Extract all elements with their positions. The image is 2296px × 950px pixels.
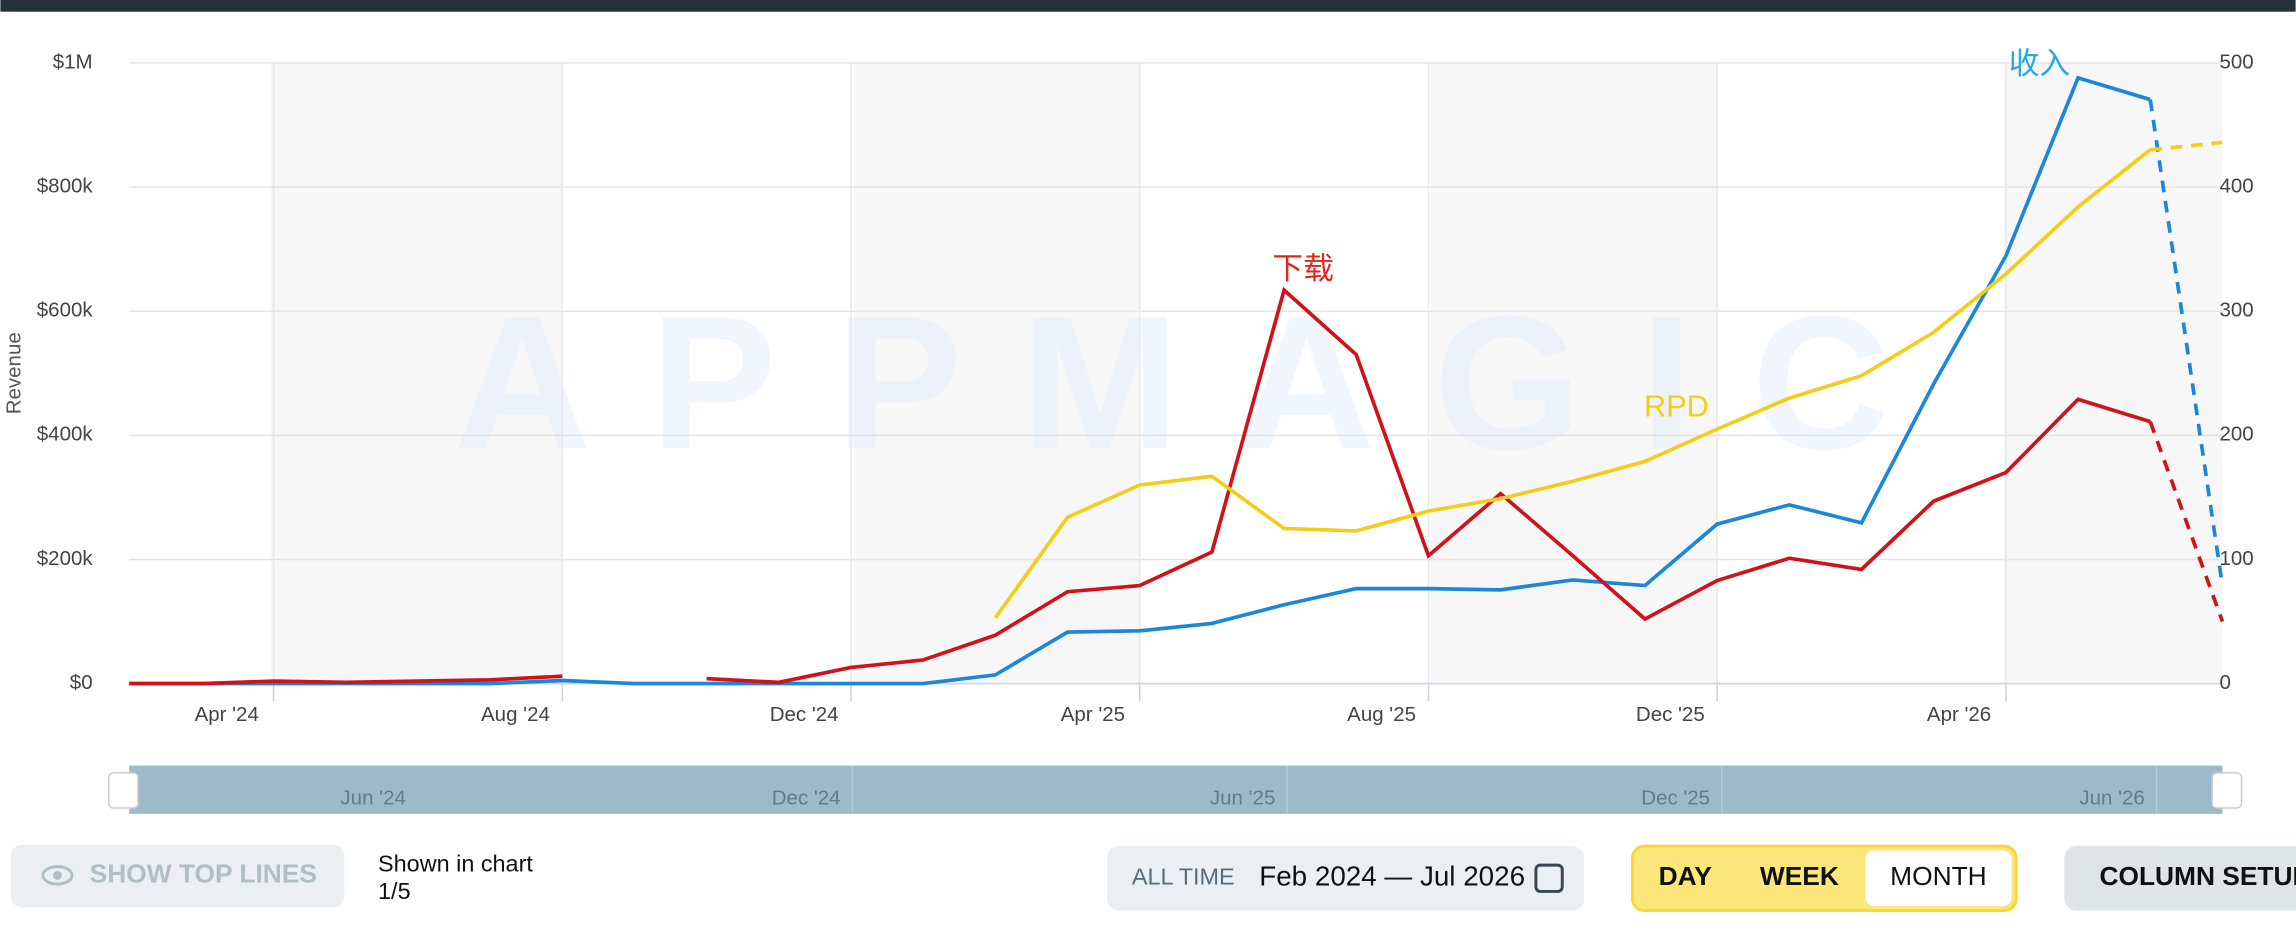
y2-tick-label: 400 [2219,174,2253,197]
navigator-label: Jun '26 [2079,787,2144,810]
granularity-selected [1865,850,2012,907]
range-text: Feb 2024 — Jul 2026 [1259,861,1525,892]
navigator-handle[interactable] [107,772,139,809]
shown-count: 1/5 [378,878,411,904]
y-tick-label: $0 [70,671,93,694]
x-tick-label: Apr '25 [1061,703,1125,726]
y-tick-label: $800k [37,174,94,197]
navigator-label: Jun '24 [340,787,405,810]
x-tick-label: Dec '24 [770,703,839,726]
date-range[interactable]: ALL TIME Feb 2024 — Jul 2026 [1107,846,1585,911]
series-label: RPD [1644,389,1709,424]
x-tick-label: Aug '25 [1347,703,1416,726]
series-line [706,286,2151,685]
button-bg [10,844,345,908]
band [271,62,563,684]
series-line [993,148,2152,619]
y2-tick-label: 0 [2219,671,2230,694]
x-tick-label: Apr '26 [1927,703,1991,726]
y-tick-label: $400k [37,423,94,446]
y-tick-label: $1M [53,50,93,73]
y2-tick-label: 200 [2219,423,2253,446]
series-label: 收入 [2009,46,2070,81]
navigator: Jun '24 Dec '24 Jun '25 Dec '25 Jun '26 [107,765,2243,814]
navigator-label: Jun '25 [1210,787,1275,810]
x-tick-label: Apr '24 [195,703,259,726]
navigator-track [129,765,2223,814]
series-line [129,75,2151,686]
granularity-option[interactable]: DAY [1659,861,1713,891]
y2-tick-label: 500 [2219,50,2253,73]
y-axis-label: Revenue [2,332,25,414]
series-line-dashed [2148,421,2225,623]
granularity-option[interactable]: MONTH [1890,861,1987,891]
navigator-handle[interactable] [2211,772,2243,809]
y2-tick-label: 100 [2219,547,2253,570]
series-line [129,674,563,686]
button-label: SHOW TOP LINES [90,858,317,888]
y-tick-label: $600k [37,299,94,322]
navigator-label: Dec '25 [1641,787,1710,810]
button-bg [2064,846,2296,911]
range-preset: ALL TIME [1132,863,1235,889]
calendar-icon [1534,863,1564,893]
range-bg [1107,846,1585,911]
navigator-label: Dec '24 [772,787,841,810]
show-top-lines-button[interactable]: SHOW TOP LINES [10,844,345,908]
column-setup-button[interactable]: COLUMN SETUP [2064,846,2296,911]
y2-tick-label: 300 [2219,299,2253,322]
shown-label: Shown in chart [378,850,533,876]
x-tick-label: Aug '24 [481,703,550,726]
eye-icon [41,865,74,886]
watermark: APPMAGIC [454,277,1948,489]
band [853,62,1140,684]
top-bar [0,0,2296,12]
button-label: COLUMN SETUP [2099,861,2296,891]
series-label: 下载 [1272,251,1333,286]
x-tick-label: Dec '25 [1636,703,1705,726]
plot: APPMAGIC [129,62,2223,702]
granularity-option[interactable]: WEEK [1760,861,1839,891]
eye-icon [53,870,62,880]
y-tick-label: $200k [37,547,94,570]
